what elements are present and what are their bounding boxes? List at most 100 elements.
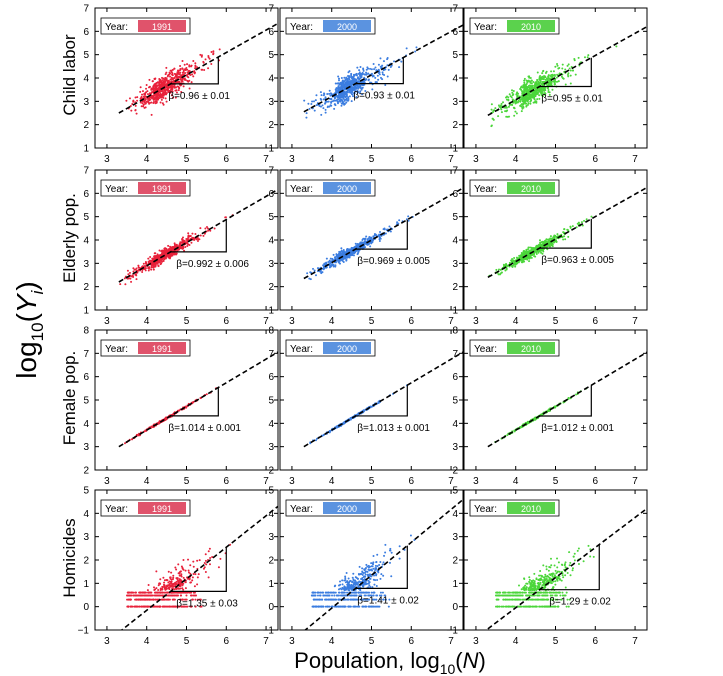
x-tick-label: 7	[263, 154, 269, 165]
scatter-point	[330, 264, 333, 267]
scatter-point	[506, 434, 509, 437]
scatter-point	[153, 265, 156, 268]
scatter-point	[139, 90, 142, 93]
scatter-point	[174, 73, 177, 76]
scatter-point	[543, 75, 546, 78]
scatter-point	[546, 78, 549, 81]
scatter-point	[135, 278, 138, 281]
scatter-point	[491, 111, 494, 114]
scatter-point	[384, 83, 387, 86]
scatter-point	[508, 115, 511, 118]
x-tick-label: 4	[513, 316, 519, 327]
scatter-point	[384, 232, 387, 235]
scatter-point	[355, 78, 358, 81]
scatter-point	[376, 74, 379, 77]
legend-swatch	[323, 342, 371, 354]
beta-label: β=0.963 ± 0.005	[541, 255, 614, 266]
scatter-point	[378, 240, 381, 243]
scatter-point	[547, 82, 550, 85]
scatter-point	[208, 57, 211, 60]
slope-triangle	[355, 385, 408, 417]
scatter-point	[560, 233, 563, 236]
scatter-point	[333, 97, 336, 100]
scatter-point	[508, 104, 511, 107]
scatter-point	[577, 56, 580, 59]
beta-label: β=0.969 ± 0.005	[357, 256, 430, 267]
scatter-point	[131, 275, 134, 278]
scatter-point	[393, 60, 396, 63]
scatter-point	[552, 70, 555, 73]
scatter-point	[336, 95, 339, 98]
scatter-point	[351, 93, 354, 96]
scatter-point	[178, 409, 181, 412]
scatter-point	[150, 265, 153, 268]
scatter-point	[345, 258, 348, 261]
scatter-point	[530, 254, 533, 257]
scatter-point	[152, 87, 155, 90]
scatter-point	[186, 79, 189, 82]
scatter-point	[337, 260, 340, 263]
scatter-point	[173, 85, 176, 88]
scatter-point	[415, 46, 418, 49]
scatter-point	[374, 76, 377, 79]
scatter-point	[212, 52, 215, 55]
legend-swatch	[138, 182, 186, 194]
scatter-point	[328, 92, 331, 95]
scatter-point	[531, 85, 534, 88]
scatter-point	[150, 87, 153, 90]
scatter-point	[541, 240, 544, 243]
legend-swatch	[138, 20, 186, 32]
scatter-point	[373, 68, 376, 71]
scatter-point	[175, 245, 178, 248]
scatter-point	[386, 64, 389, 67]
scatter-point	[377, 78, 380, 81]
x-tick-label: 3	[104, 154, 110, 165]
scatter-point	[507, 105, 510, 108]
scatter-point	[521, 90, 524, 93]
scatter-point	[504, 263, 507, 266]
scatter-point	[341, 82, 344, 85]
scatter-points	[303, 46, 418, 119]
row-label-homicides: Homicides	[60, 518, 79, 597]
scatter-point	[182, 236, 184, 239]
scatter-point	[510, 96, 513, 99]
legend-year: 2000	[337, 22, 357, 32]
scatter-point	[525, 91, 528, 94]
scatter-point	[551, 243, 554, 246]
scatter-point	[548, 91, 551, 94]
scatter-point	[365, 68, 368, 71]
x-tick-label: 3	[104, 316, 110, 327]
scatter-point	[169, 91, 172, 94]
x-tick-label: 5	[553, 154, 559, 165]
scatter-point	[382, 60, 385, 63]
scatter-point	[148, 92, 151, 95]
scatter-point	[340, 247, 343, 250]
scatter-point	[328, 89, 331, 92]
x-tick-label: 3	[104, 476, 110, 487]
scatter-point	[171, 246, 174, 249]
scatter-point	[550, 237, 553, 240]
x-tick-label: 6	[409, 476, 415, 487]
scatter-point	[170, 94, 173, 97]
scatter-point	[381, 78, 384, 81]
scatter-point	[534, 81, 537, 84]
scatter-point	[314, 439, 317, 442]
scatter-point	[542, 70, 545, 73]
scatter-point	[553, 74, 556, 77]
scatter-point	[361, 241, 364, 244]
scatter-point	[543, 93, 546, 96]
scatter-point	[183, 249, 186, 252]
scatter-point	[541, 92, 544, 95]
scatter-point	[538, 97, 541, 100]
scatter-point	[553, 79, 556, 82]
scatter-point	[157, 264, 160, 267]
scatter-point	[354, 242, 357, 245]
scatter-point	[187, 234, 190, 237]
scatter-point	[552, 80, 555, 83]
scatter-point	[205, 393, 208, 396]
y-tick-label: 6	[83, 27, 89, 38]
scatter-point	[307, 102, 310, 105]
scatter-point	[330, 97, 333, 100]
scatter-point	[389, 230, 392, 233]
scatter-point	[345, 78, 348, 81]
